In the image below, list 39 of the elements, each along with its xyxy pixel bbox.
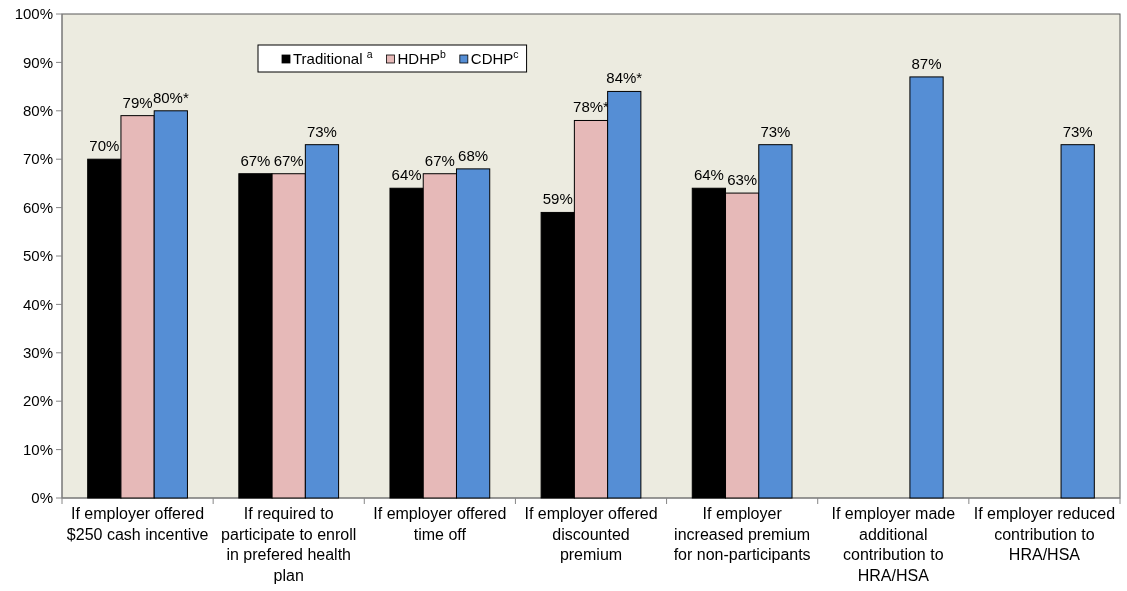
data-label: 64% xyxy=(693,166,724,184)
data-label: 59% xyxy=(542,190,573,208)
x-tick-label: If employer offered discounted premium xyxy=(524,505,658,563)
y-tick-label: 30% xyxy=(22,344,53,362)
data-label: 68% xyxy=(458,146,489,164)
data-label: 79% xyxy=(122,93,153,111)
y-tick-label: 70% xyxy=(22,150,53,168)
y-tick-label: 90% xyxy=(22,53,53,71)
data-label: 70% xyxy=(89,137,120,155)
data-label: 64% xyxy=(391,166,422,184)
legend-label: CDHP$^{c}$ xyxy=(470,48,519,67)
x-tick-label: If employer offered time off xyxy=(373,505,507,543)
x-tick-label: If employer made additional contribution to HRA/HSA xyxy=(831,505,956,584)
y-tick-label: 50% xyxy=(22,247,53,265)
data-label: 73% xyxy=(1062,122,1093,140)
data-label: 67% xyxy=(240,151,271,169)
legend-label: Traditional $^{a}$ xyxy=(293,48,373,67)
data-label: 67% xyxy=(424,151,455,169)
y-tick-label: 60% xyxy=(22,198,53,216)
legend-label: HDHP$^{b}$ xyxy=(397,48,446,67)
data-label: 73% xyxy=(306,122,337,140)
data-label: 73% xyxy=(760,122,791,140)
data-label: 63% xyxy=(727,171,758,189)
data-label: 67% xyxy=(273,151,304,169)
y-tick-label: 100% xyxy=(14,5,53,23)
y-tick-label: 0% xyxy=(31,489,53,507)
y-tick-label: 80% xyxy=(22,102,53,120)
y-tick-label: 10% xyxy=(22,440,53,458)
x-tick-label: If employer offered $250 cash incentive xyxy=(66,505,209,543)
bar xyxy=(1060,144,1095,499)
data-label: 84%* xyxy=(606,69,643,87)
x-tick-label: If required to participate to enroll in prefered health plan xyxy=(221,505,357,584)
data-label: 80%* xyxy=(152,88,189,106)
x-tick-label: If employer increased premium for non-participants xyxy=(673,505,811,563)
x-tick-label: If employer reduced contribution to HRA/HSA xyxy=(973,505,1116,563)
y-tick-label: 40% xyxy=(22,295,53,313)
data-label: 87% xyxy=(911,54,942,72)
y-tick-label: 20% xyxy=(22,392,53,410)
bar xyxy=(909,76,944,499)
